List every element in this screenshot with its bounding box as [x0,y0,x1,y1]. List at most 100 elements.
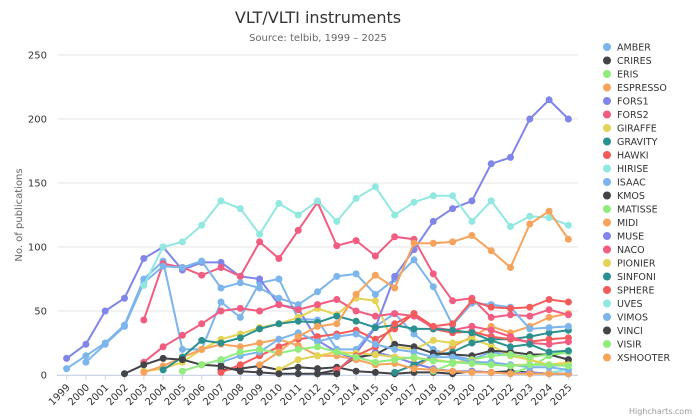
data-point[interactable] [429,217,437,225]
data-point[interactable] [391,211,399,219]
data-point[interactable] [545,207,553,215]
data-point[interactable] [217,197,225,205]
data-point[interactable] [507,333,514,341]
data-point[interactable] [352,353,360,361]
legend-item-amber[interactable]: AMBER [603,43,651,54]
data-point[interactable] [333,370,341,378]
data-point[interactable] [178,238,186,246]
legend-item-kmos[interactable]: KMOS [603,191,645,202]
data-point[interactable] [140,316,148,324]
data-point[interactable] [487,352,495,360]
data-point[interactable] [449,297,457,305]
data-point[interactable] [275,255,283,262]
data-point[interactable] [352,330,360,338]
data-point[interactable] [140,281,148,289]
data-point[interactable] [256,361,264,369]
data-point[interactable] [178,345,186,353]
data-point[interactable] [526,361,534,369]
data-point[interactable] [410,348,418,356]
data-point[interactable] [198,345,206,353]
data-point[interactable] [178,264,186,271]
data-point[interactable] [275,320,283,328]
data-point[interactable] [159,354,167,362]
data-point[interactable] [468,217,476,225]
legend-item-sphere[interactable]: SPHERE [603,286,655,297]
data-point[interactable] [82,340,90,348]
data-point[interactable] [256,238,264,246]
data-point[interactable] [468,368,476,376]
legend-item-gravity[interactable]: GRAVITY [603,137,658,148]
data-point[interactable] [391,345,399,353]
data-point[interactable] [507,370,514,378]
data-point[interactable] [487,247,495,255]
data-point[interactable] [410,239,418,247]
data-point[interactable] [468,329,476,337]
data-point[interactable] [352,270,360,278]
legend-item-midi[interactable]: MIDI [603,218,638,229]
data-point[interactable] [333,320,341,328]
legend-item-hawki[interactable]: HAWKI [603,151,649,162]
data-point[interactable] [487,347,495,355]
data-point[interactable] [564,115,572,123]
data-point[interactable] [275,370,283,378]
data-point[interactable] [294,370,302,378]
data-point[interactable] [314,370,321,378]
data-point[interactable] [410,343,418,351]
legend-item-vimos[interactable]: VIMOS [603,313,648,324]
data-point[interactable] [391,272,399,280]
data-point[interactable] [198,336,206,344]
data-point[interactable] [545,313,553,321]
data-point[interactable] [371,358,379,366]
data-point[interactable] [63,354,71,362]
data-point[interactable] [410,365,418,373]
data-point[interactable] [236,205,244,213]
data-point[interactable] [487,336,495,344]
data-point[interactable] [236,272,244,280]
legend-item-fors1[interactable]: FORS1 [603,97,649,108]
data-point[interactable] [507,311,514,319]
data-point[interactable] [314,343,321,351]
legend-item-muse[interactable]: MUSE [603,232,644,243]
data-point[interactable] [449,353,457,361]
data-point[interactable] [198,320,206,328]
data-point[interactable] [352,367,360,375]
data-point[interactable] [429,192,437,200]
data-point[interactable] [236,313,244,321]
data-point[interactable] [429,357,437,365]
data-point[interactable] [449,326,457,334]
data-point[interactable] [333,348,341,356]
data-point[interactable] [294,345,302,353]
data-point[interactable] [121,322,128,330]
data-point[interactable] [564,298,572,306]
data-point[interactable] [545,306,553,314]
data-point[interactable] [410,325,418,333]
data-point[interactable] [198,257,206,265]
legend-item-fors2[interactable]: FORS2 [603,110,649,121]
data-point[interactable] [294,306,302,314]
data-point[interactable] [564,322,572,330]
data-point[interactable] [468,360,476,367]
data-point[interactable] [121,294,128,302]
data-point[interactable] [217,339,225,347]
data-point[interactable] [429,283,437,291]
data-point[interactable] [391,356,399,364]
data-point[interactable] [314,338,321,346]
data-point[interactable] [275,301,283,309]
data-point[interactable] [371,252,379,260]
data-point[interactable] [198,361,206,369]
data-point[interactable] [352,194,360,202]
legend-item-eris[interactable]: ERIS [603,70,638,81]
data-point[interactable] [487,368,495,376]
data-point[interactable] [545,335,553,343]
data-point[interactable] [564,362,572,370]
data-point[interactable] [178,367,186,375]
data-point[interactable] [507,153,514,161]
data-point[interactable] [333,272,341,280]
data-point[interactable] [507,223,514,230]
series-line-gravity[interactable] [393,329,570,374]
data-point[interactable] [564,347,572,355]
series-sinfoni[interactable] [159,312,572,374]
data-point[interactable] [487,361,495,369]
data-point[interactable] [391,368,399,376]
data-point[interactable] [314,352,321,360]
